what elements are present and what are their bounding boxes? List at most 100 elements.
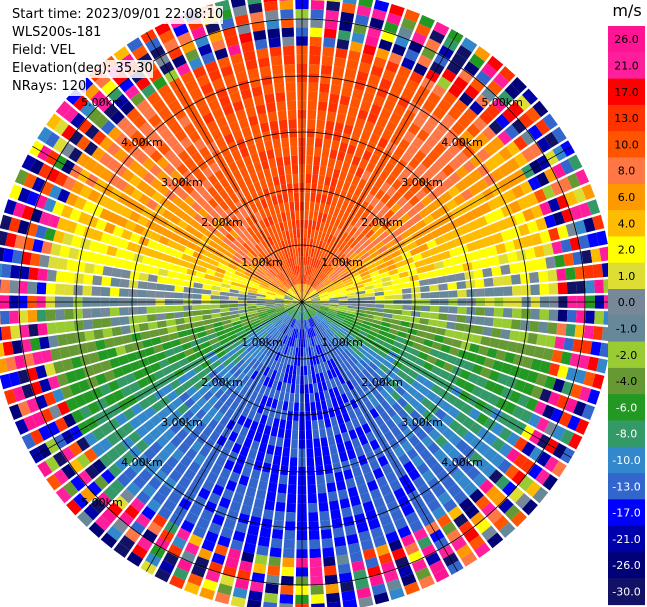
ray-gate <box>408 195 420 207</box>
ray-gate <box>393 294 403 300</box>
ray-gate <box>316 184 324 194</box>
ray-gate <box>346 310 356 315</box>
ray-gate <box>398 325 409 333</box>
ray-gate <box>308 219 313 230</box>
ray-gate <box>310 295 320 300</box>
ray-gate <box>566 415 581 431</box>
ray-gate <box>385 120 398 133</box>
ray-gate <box>417 351 429 361</box>
ray-gate <box>305 420 312 431</box>
ray-gate <box>349 239 359 249</box>
ray-gate <box>484 307 495 317</box>
ray-gate <box>484 432 498 447</box>
ray-gate <box>510 319 521 330</box>
ray-gate <box>384 304 394 309</box>
ray-gate <box>474 278 485 288</box>
ray-gate <box>325 426 334 437</box>
ray-gate <box>433 334 445 344</box>
ray-gate <box>357 178 368 190</box>
ray-gate <box>445 461 459 476</box>
ray-gate <box>438 313 448 321</box>
ray-gate <box>360 343 370 352</box>
ray-gate <box>438 291 449 298</box>
ray-gate <box>447 483 462 498</box>
ray-gate <box>395 159 408 171</box>
ray-gate <box>439 369 451 381</box>
ray-gate <box>543 421 558 437</box>
ray-gate <box>314 282 322 290</box>
ray-gate <box>313 156 321 166</box>
ray-gate <box>313 281 321 289</box>
ray-gate <box>343 124 354 136</box>
ray-gate <box>429 29 446 44</box>
ray-gate <box>419 142 433 156</box>
ray-gate <box>491 152 506 167</box>
ray-gate <box>361 323 371 330</box>
ray-gate <box>590 341 602 356</box>
ray-gate <box>379 204 390 216</box>
ray-gate <box>392 359 404 370</box>
ray-gate <box>310 293 319 299</box>
ray-gate <box>327 311 337 316</box>
ray-gate <box>317 286 326 293</box>
ray-gate <box>524 247 536 260</box>
ray-gate <box>396 396 408 408</box>
ray-gate <box>429 312 439 320</box>
ray-gate <box>511 118 527 134</box>
ray-gate <box>587 356 599 372</box>
ray-gate <box>356 587 372 599</box>
ray-gate <box>365 451 377 463</box>
ray-gate <box>307 319 312 329</box>
ray-gate <box>479 366 492 379</box>
ray-gate <box>386 406 397 418</box>
ray-gate <box>441 427 455 441</box>
ray-gate <box>341 431 351 443</box>
ray-gate <box>368 361 379 372</box>
ray-gate <box>308 210 314 221</box>
ray-gate <box>302 293 305 302</box>
ray-gate <box>322 278 331 286</box>
ray-gate <box>358 158 369 170</box>
ray-gate <box>422 169 435 182</box>
ray-gate <box>306 128 315 138</box>
ray-gate <box>463 527 480 543</box>
ray-gate <box>344 192 353 203</box>
ray-gate <box>492 208 505 221</box>
ray-gate <box>375 304 385 309</box>
ray-gate <box>302 283 305 293</box>
ray-gate <box>316 119 326 130</box>
ray-gate <box>373 56 387 69</box>
ray-gate <box>498 253 509 265</box>
ray-gate <box>405 262 416 271</box>
ray-gate <box>389 112 402 125</box>
ray-gate <box>402 427 415 440</box>
ray-gate <box>583 325 594 340</box>
ray-gate <box>527 259 538 272</box>
ray-gate <box>328 186 336 197</box>
ray-gate <box>457 349 469 360</box>
ray-gate <box>354 208 364 219</box>
ray-gate <box>395 385 407 397</box>
ray-gate <box>329 444 338 455</box>
ray-gate <box>325 10 340 21</box>
ray-gate <box>535 468 551 485</box>
ray-gate <box>308 64 320 74</box>
ray-gate <box>318 309 327 316</box>
ray-gate <box>453 76 469 91</box>
ray-gate <box>336 414 345 425</box>
ray-gate <box>388 438 400 450</box>
ray-gate <box>333 262 342 271</box>
ray-gate <box>302 293 305 302</box>
ray-gate <box>439 455 453 469</box>
ray-gate <box>466 289 476 298</box>
ray-gate <box>375 295 385 300</box>
ray-gate <box>390 345 401 355</box>
ray-gate <box>321 55 334 66</box>
ray-gate <box>436 120 450 135</box>
ray-gate <box>308 289 316 297</box>
ray-gate <box>306 448 314 458</box>
ray-gate <box>328 291 338 296</box>
ray-gate <box>324 281 334 288</box>
ray-gate <box>311 420 319 430</box>
ray-gate <box>397 26 414 40</box>
